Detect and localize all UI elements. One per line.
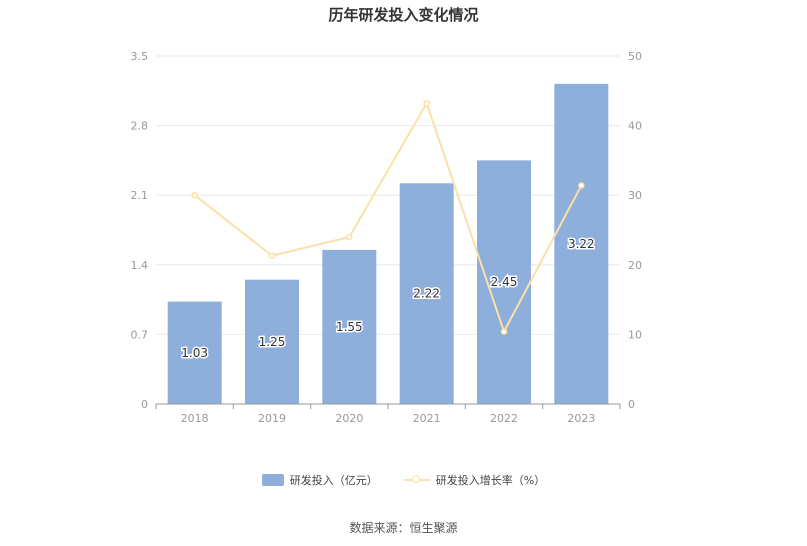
legend-bar-label: 研发投入（亿元） <box>289 474 378 487</box>
bar <box>554 83 609 404</box>
growth-point <box>500 328 508 335</box>
x-axis-tick-label: 2020 <box>335 412 363 425</box>
right-axis-tick-label: 0 <box>628 398 635 411</box>
x-axis-tick-label: 2021 <box>413 412 441 425</box>
legend-bar-swatch <box>261 474 284 486</box>
growth-point <box>346 233 353 241</box>
legend-item-bar[interactable]: 研发投入（亿元） <box>261 472 378 488</box>
growth-point <box>423 100 430 107</box>
growth-point <box>268 252 276 260</box>
bar-data-label: 2.22 <box>413 287 440 301</box>
legend-item-line[interactable]: 研发投入增长率（%） <box>403 472 546 488</box>
bar <box>477 160 531 404</box>
bar <box>167 301 222 404</box>
x-axis-tick-label: 2019 <box>258 412 286 425</box>
legend-line-swatch <box>403 474 430 486</box>
x-axis-tick-label: 2018 <box>181 412 209 425</box>
left-axis-tick-label: 2.8 <box>131 120 149 133</box>
bar <box>322 249 377 404</box>
left-axis-tick-label: 1.4 <box>131 259 149 272</box>
left-axis-tick-label: 2.1 <box>131 189 149 202</box>
x-axis-tick-label: 2022 <box>490 412 518 425</box>
growth-point <box>578 182 585 189</box>
bar <box>399 183 454 404</box>
bar-data-label: 3.22 <box>568 237 595 251</box>
bar-data-label: 1.03 <box>181 346 208 360</box>
source-note: 数据来源：恒生聚源 <box>349 521 458 535</box>
x-axis-tick-label: 2023 <box>567 412 595 425</box>
bar-data-label: 1.25 <box>259 335 286 349</box>
bar-data-label: 1.55 <box>336 320 363 334</box>
bar-data-label: 2.45 <box>491 275 518 289</box>
growth-line <box>194 100 583 335</box>
right-axis-tick-label: 30 <box>628 189 642 202</box>
chart-legend: 研发投入（亿元） 研发投入增长率（%） <box>0 472 807 488</box>
left-axis-tick-label: 3.5 <box>131 50 149 63</box>
right-axis-tick-label: 10 <box>628 328 642 341</box>
growth-point <box>191 191 198 199</box>
left-axis-tick-label: 0 <box>141 398 148 411</box>
bar <box>245 279 299 404</box>
left-axis-tick-label: 0.7 <box>131 328 149 341</box>
chart-title: 历年研发投入变化情况 <box>328 6 479 24</box>
right-axis-tick-label: 50 <box>628 50 642 63</box>
legend-line-label: 研发投入增长率（%） <box>435 474 546 487</box>
right-axis-tick-label: 20 <box>628 259 642 272</box>
right-axis-tick-label: 40 <box>628 120 642 133</box>
